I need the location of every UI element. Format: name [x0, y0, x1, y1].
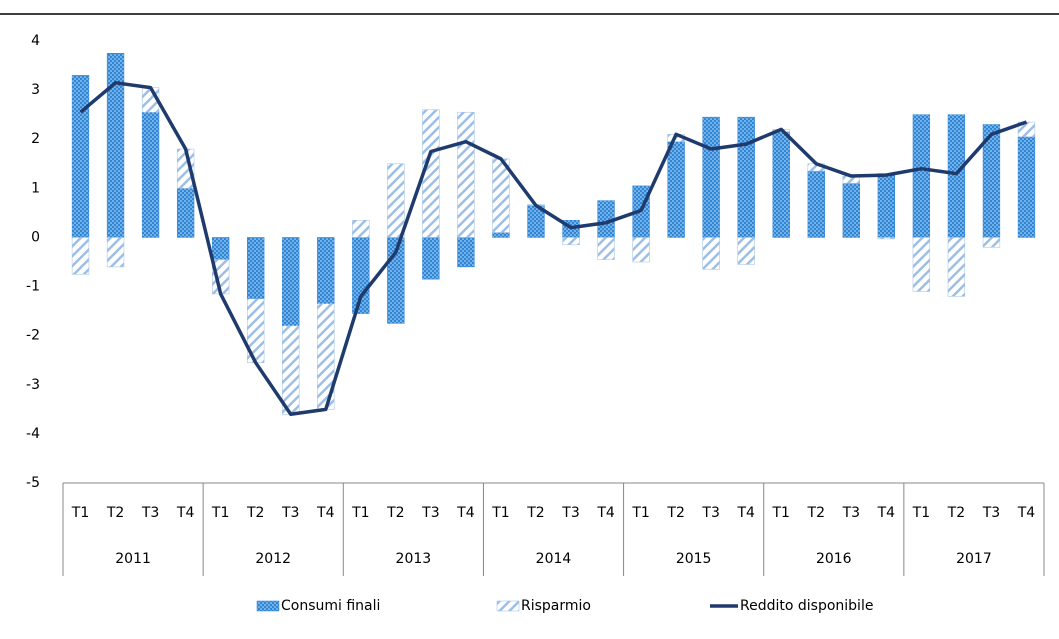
y-tick-label: -4: [26, 426, 40, 442]
x-group-label: 2013: [396, 551, 432, 567]
x-tick-label: T4: [1017, 505, 1036, 521]
bar: [702, 116, 720, 238]
bar: [772, 131, 790, 238]
bar: [387, 163, 405, 238]
bar: [71, 237, 90, 275]
legend-swatch: [256, 600, 280, 612]
y-tick-label: 2: [31, 131, 40, 147]
bar: [282, 237, 300, 327]
x-tick-label: T1: [71, 505, 89, 521]
x-tick-label: T4: [596, 505, 615, 521]
bar: [877, 237, 895, 240]
bar: [282, 325, 300, 415]
y-tick-label: -3: [26, 377, 40, 393]
x-tick-label: T3: [561, 505, 579, 521]
x-tick-label: T3: [842, 505, 860, 521]
x-tick-label: T2: [106, 505, 124, 521]
y-tick-label: -2: [26, 328, 40, 344]
bar: [597, 237, 615, 260]
legend-label: Consumi finali: [281, 598, 380, 614]
bar: [352, 220, 370, 238]
x-tick-label: T3: [421, 505, 439, 521]
legend-label: Risparmio: [521, 598, 591, 614]
x-tick-label: T1: [912, 505, 930, 521]
x-tick-label: T4: [736, 505, 755, 521]
x-tick-label: T1: [351, 505, 369, 521]
bar: [422, 237, 440, 280]
bar: [492, 232, 510, 238]
x-tick-label: T2: [666, 505, 684, 521]
x-tick-label: T2: [246, 505, 264, 521]
bar: [702, 237, 720, 270]
bar: [912, 237, 931, 292]
x-group-label: 2015: [676, 551, 712, 567]
bar: [877, 173, 895, 238]
bar: [947, 114, 966, 238]
x-group-label: 2016: [816, 551, 852, 567]
bar: [457, 237, 475, 268]
bar: [912, 114, 931, 238]
bar: [247, 237, 265, 300]
bar: [106, 53, 125, 238]
bar: [947, 237, 966, 297]
x-tick-label: T2: [947, 505, 965, 521]
x-tick-label: T3: [701, 505, 719, 521]
x-tick-label: T4: [877, 505, 896, 521]
bar: [807, 170, 825, 238]
x-tick-label: T2: [807, 505, 825, 521]
x-tick-label: T1: [631, 505, 649, 521]
legend-swatch: [496, 600, 520, 612]
bar: [106, 237, 125, 268]
x-tick-label: T3: [982, 505, 1000, 521]
x-tick-label: T2: [526, 505, 544, 521]
bar: [457, 111, 475, 238]
y-tick-label: -1: [26, 279, 40, 295]
legend-label: Reddito disponibile: [740, 598, 873, 614]
line: [79, 80, 1028, 416]
y-tick-label: 3: [31, 82, 40, 98]
x-tick-label: T1: [211, 505, 229, 521]
bar: [562, 237, 580, 246]
bar: [317, 237, 335, 304]
bar: [667, 141, 685, 238]
y-tick-label: -5: [26, 475, 40, 491]
bar: [632, 237, 650, 263]
bar: [842, 183, 860, 238]
x-group-label: 2014: [536, 551, 572, 567]
y-tick-label: 0: [31, 229, 40, 245]
bar: [1017, 136, 1036, 238]
x-tick-label: T2: [386, 505, 404, 521]
bar: [212, 237, 230, 260]
bar: [141, 111, 160, 238]
x-group-label: 2011: [115, 551, 151, 567]
x-group-label: 2012: [255, 551, 291, 567]
bar: [176, 188, 195, 238]
bar: [492, 158, 510, 233]
bar: [737, 116, 755, 238]
bar: [982, 237, 1001, 248]
y-tick-label: 4: [31, 33, 40, 49]
y-tick-label: 1: [31, 180, 40, 196]
bar: [737, 237, 755, 265]
x-tick-label: T4: [456, 505, 475, 521]
x-tick-label: T1: [771, 505, 789, 521]
x-tick-label: T3: [281, 505, 299, 521]
x-group-label: 2017: [956, 551, 992, 567]
x-tick-label: T3: [141, 505, 159, 521]
x-tick-label: T1: [491, 505, 509, 521]
x-tick-label: T4: [316, 505, 335, 521]
bar: [71, 75, 90, 238]
x-tick-label: T4: [176, 505, 195, 521]
